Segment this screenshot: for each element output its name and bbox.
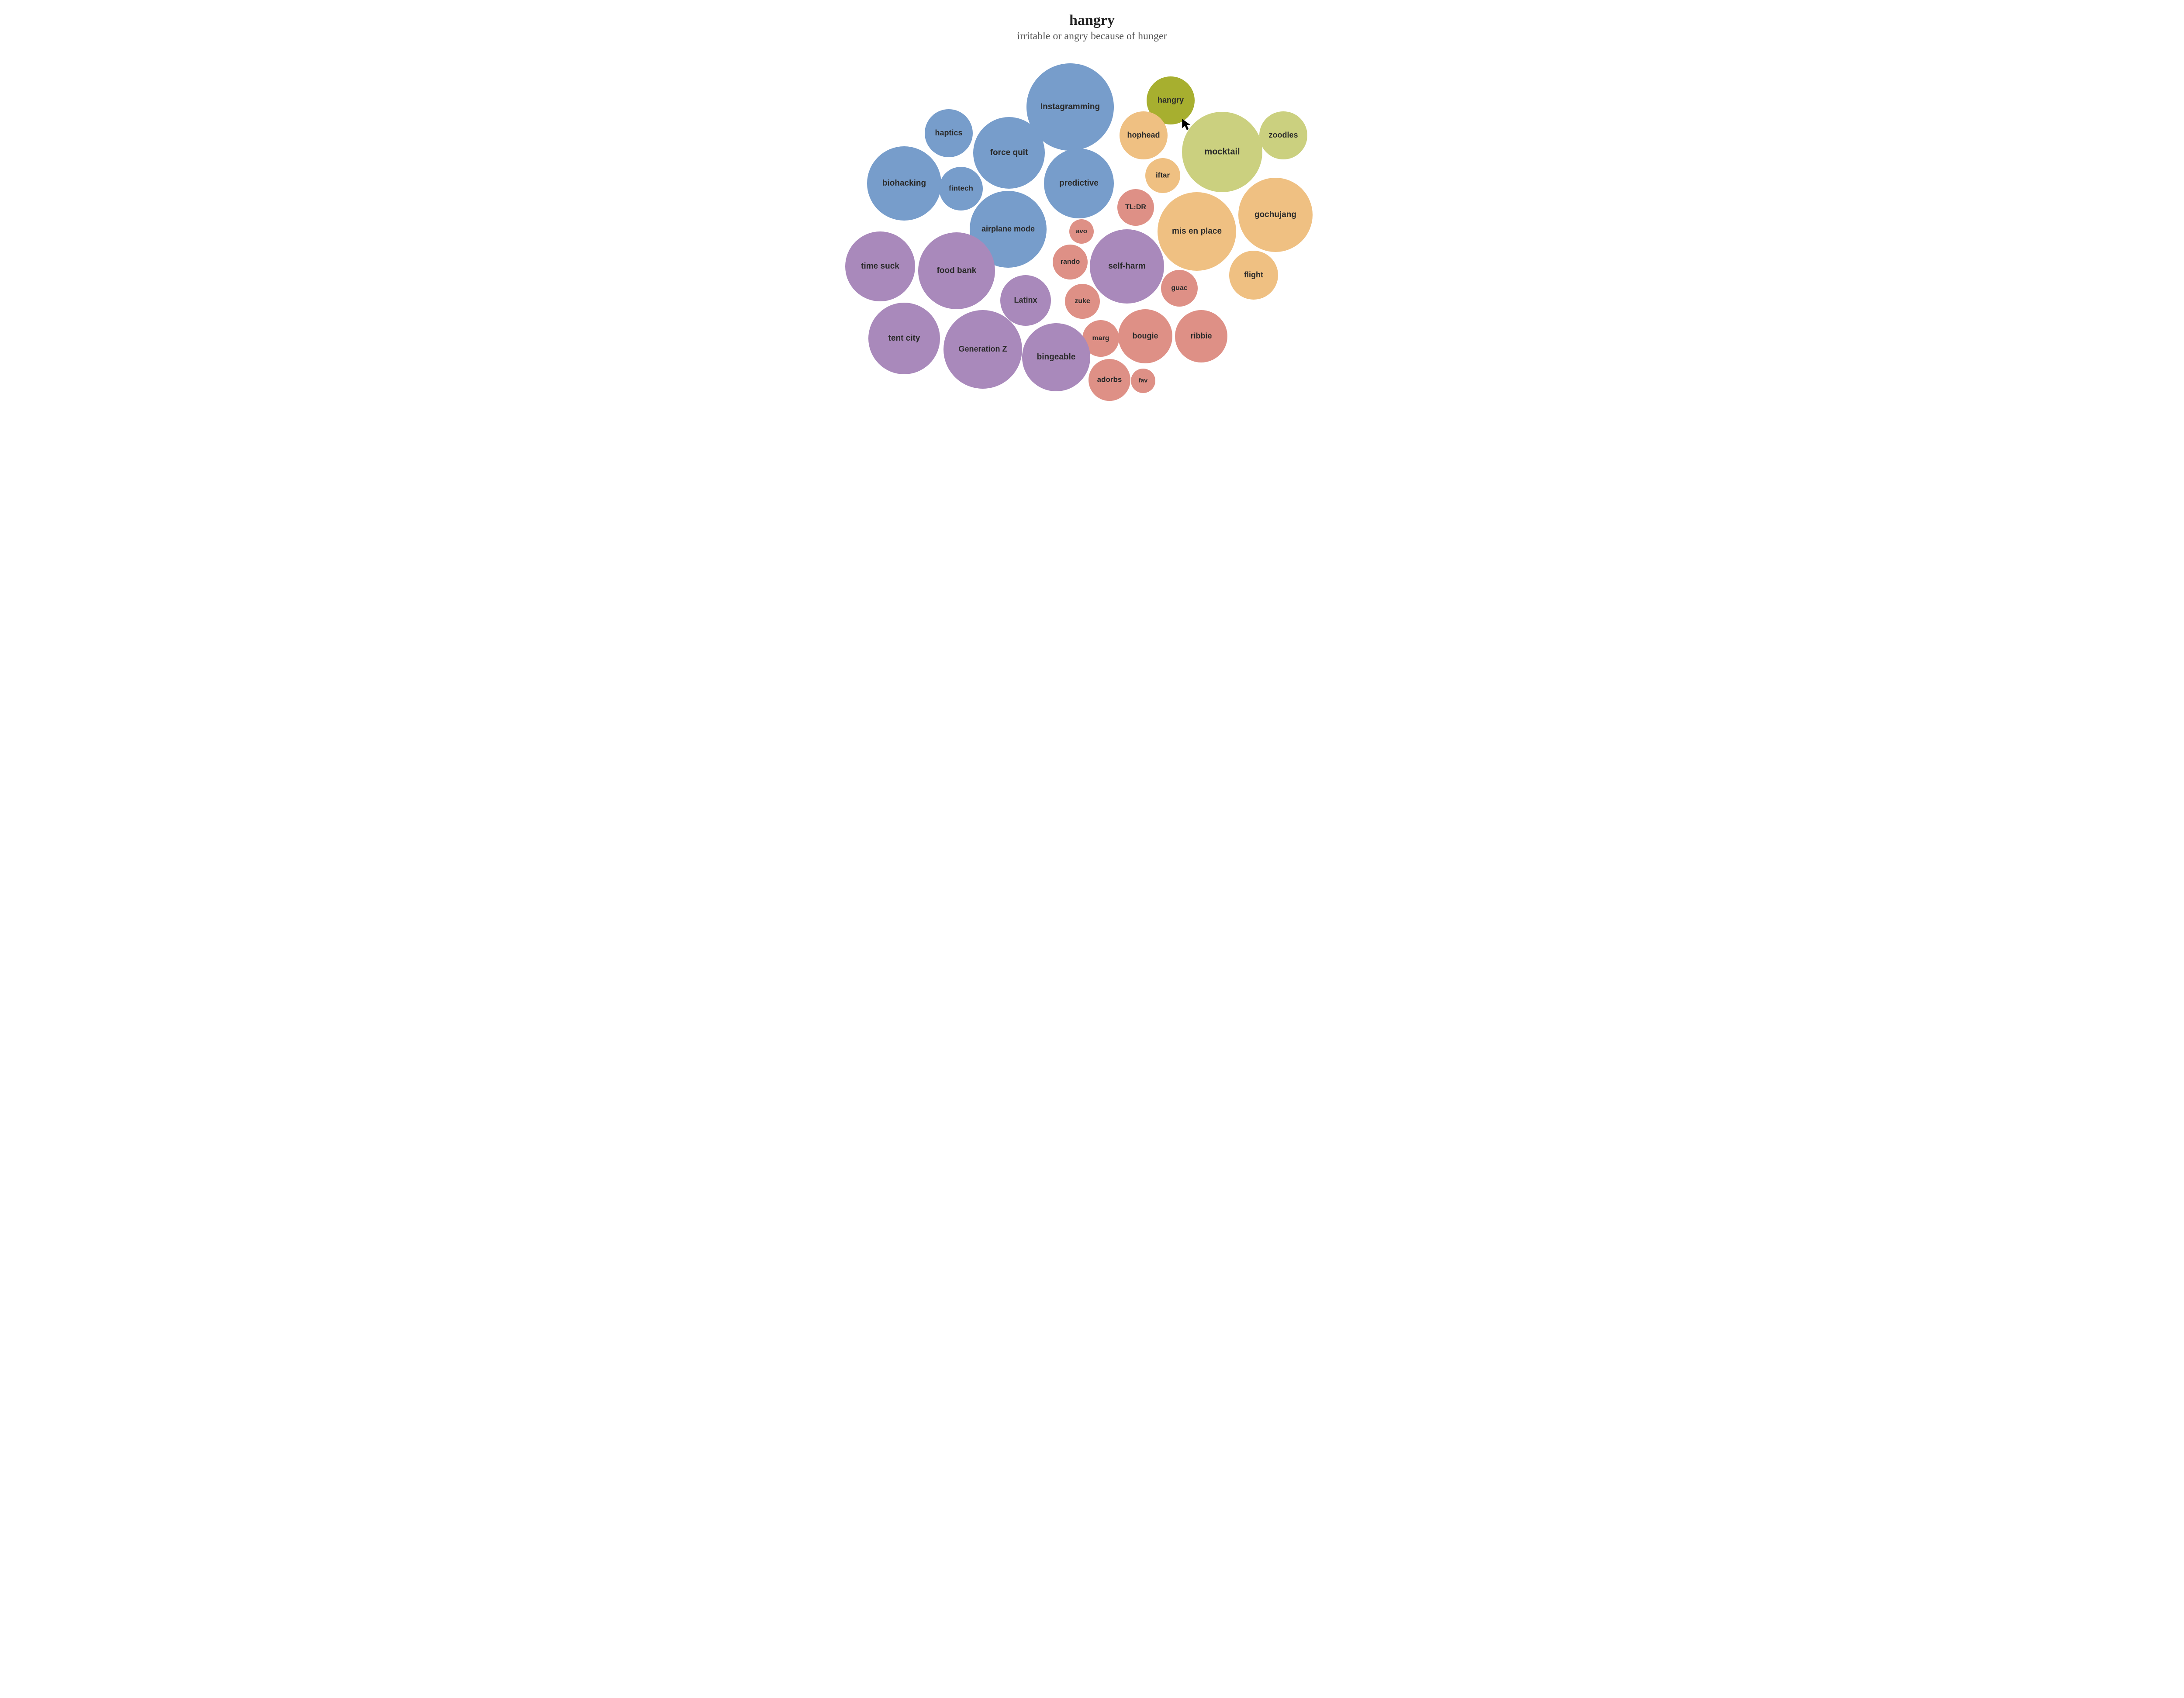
bubble-label-guac: guac [1171, 284, 1187, 292]
bubble-avo[interactable]: avo [1069, 219, 1094, 244]
bubble-bingeable[interactable]: bingeable [1022, 323, 1090, 391]
bubble-zoodles[interactable]: zoodles [1259, 111, 1307, 159]
bubble-iftar[interactable]: iftar [1145, 158, 1180, 193]
bubble-latinx[interactable]: Latinx [1000, 275, 1051, 326]
bubble-mis-en-place[interactable]: mis en place [1158, 192, 1236, 271]
bubble-haptics[interactable]: haptics [925, 109, 973, 157]
bubble-label-zuke: zuke [1075, 297, 1090, 305]
bubble-label-adorbs: adorbs [1097, 375, 1122, 383]
bubble-label-bougie: bougie [1133, 331, 1158, 340]
bubble-generation-z[interactable]: Generation Z [943, 310, 1022, 389]
bubble-label-mis-en-place: mis en place [1172, 227, 1222, 236]
bubble-ribbie[interactable]: ribbie [1175, 310, 1227, 362]
bubble-fintech[interactable]: fintech [939, 167, 983, 211]
bubble-label-generation-z: Generation Z [958, 345, 1007, 353]
bubble-adorbs[interactable]: adorbs [1089, 359, 1130, 401]
bubble-label-haptics: haptics [935, 128, 962, 137]
bubble-food-bank[interactable]: food bank [918, 232, 995, 309]
bubble-predictive[interactable]: predictive [1044, 148, 1114, 218]
bubble-label-avo: avo [1076, 228, 1087, 235]
bubble-label-iftar: iftar [1156, 171, 1170, 179]
bubble-force-quit[interactable]: force quit [973, 117, 1045, 189]
bubble-mocktail[interactable]: mocktail [1182, 112, 1262, 192]
bubble-label-airplane-mode: airplane mode [981, 224, 1035, 233]
bubble-chart: Instagramming haptics force quit biohacking… [791, 0, 1393, 402]
bubble-self-harm[interactable]: self-harm [1090, 229, 1164, 304]
bubble-label-hangry: hangry [1158, 96, 1184, 104]
bubble-label-gochujang: gochujang [1254, 210, 1296, 219]
bubble-label-fav: fav [1139, 377, 1147, 384]
bubble-label-rando: rando [1061, 258, 1080, 266]
bubble-label-bingeable: bingeable [1037, 352, 1076, 362]
bubble-chart-page: hangry irritable or angry because of hun… [791, 0, 1393, 402]
bubble-bougie[interactable]: bougie [1118, 309, 1172, 363]
bubble-flight[interactable]: flight [1229, 251, 1278, 300]
bubble-zuke[interactable]: zuke [1065, 284, 1100, 319]
bubble-guac[interactable]: guac [1161, 270, 1198, 307]
bubble-rando[interactable]: rando [1053, 245, 1088, 280]
bubble-label-zoodles: zoodles [1268, 131, 1298, 139]
bubble-label-hophead: hophead [1127, 131, 1160, 139]
bubble-label-time-suck: time suck [861, 262, 899, 271]
bubble-label-latinx: Latinx [1014, 296, 1037, 304]
bubble-label-food-bank: food bank [937, 266, 977, 275]
bubble-hophead[interactable]: hophead [1120, 111, 1168, 159]
bubble-tl-dr[interactable]: TL:DR [1117, 189, 1154, 226]
bubble-fav[interactable]: fav [1131, 369, 1155, 393]
bubble-label-instagramming: Instagramming [1040, 102, 1100, 111]
bubble-label-mocktail: mocktail [1204, 147, 1240, 156]
bubble-label-self-harm: self-harm [1108, 262, 1146, 271]
bubble-label-biohacking: biohacking [882, 179, 926, 188]
bubble-label-fintech: fintech [949, 184, 973, 192]
bubble-label-marg: marg [1092, 335, 1109, 342]
bubble-tent-city[interactable]: tent city [868, 303, 940, 374]
bubble-label-ribbie: ribbie [1190, 331, 1212, 340]
bubble-biohacking[interactable]: biohacking [867, 146, 941, 221]
bubble-gochujang[interactable]: gochujang [1238, 178, 1313, 252]
bubble-label-tl-dr: TL:DR [1125, 204, 1146, 211]
bubble-time-suck[interactable]: time suck [845, 231, 915, 301]
bubble-label-tent-city: tent city [888, 334, 920, 343]
bubble-label-predictive: predictive [1059, 179, 1099, 188]
bubble-label-force-quit: force quit [990, 148, 1028, 157]
bubble-label-flight: flight [1244, 270, 1263, 279]
